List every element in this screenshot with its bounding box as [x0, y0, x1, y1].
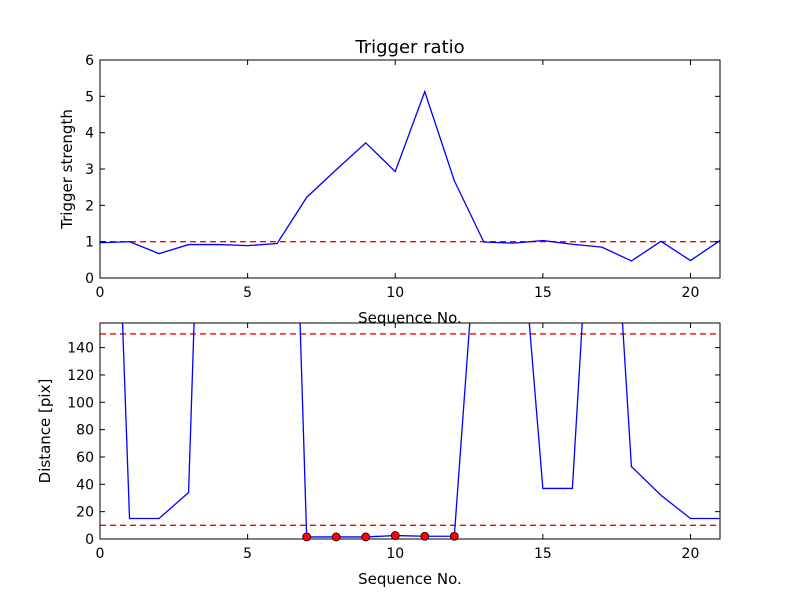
trigger-ratio-y-tick-label-6: 6: [85, 53, 94, 69]
distance-y-tick-label-2: 40: [76, 477, 94, 493]
distance-marker-point-1: [331, 532, 341, 542]
distance-series-line-0: [121, 323, 720, 538]
distance-y-tick-label-4: 80: [76, 423, 94, 439]
distance-x-tick-label-0: 0: [96, 546, 105, 562]
distance-marker-point-5: [449, 531, 459, 541]
distance-marker-point-3: [390, 531, 400, 540]
trigger-ratio-y-tick-label-0: 0: [85, 271, 94, 287]
trigger-ratio-x-tick-label-2: 10: [386, 285, 404, 301]
distance-plot-area: [100, 323, 720, 538]
trigger-ratio-y-tick-label-1: 1: [85, 235, 94, 251]
distance-y-axis-label: Distance [pix]: [36, 379, 54, 484]
trigger-ratio-y-tick-label-2: 2: [85, 198, 94, 214]
trigger-ratio-x-tick-label-4: 20: [682, 285, 700, 301]
trigger-ratio-title: Trigger ratio: [354, 37, 464, 58]
trigger-ratio-x-axis-label: Sequence No.: [358, 309, 462, 327]
distance-axes-frame: [99, 322, 721, 540]
distance-x-tick-label-3: 15: [534, 546, 552, 562]
distance-x-tick-label-1: 5: [243, 546, 252, 562]
trigger-ratio-plot-area: [100, 89, 720, 262]
distance-ticks: 0 5 10 15 20 0 20 40 60 80 100 120 140: [67, 323, 720, 562]
trigger-ratio-series-line-0: [100, 89, 720, 262]
distance-y-tick-label-5: 100: [67, 395, 94, 411]
trigger-ratio-y-axis-label: Trigger strength: [58, 109, 76, 230]
distance-x-axis-label: Sequence No.: [358, 570, 462, 588]
distance-marker-point-0: [302, 532, 312, 542]
trigger-ratio-x-tick-label-3: 15: [534, 285, 552, 301]
trigger-ratio-x-tick-label-0: 0: [96, 285, 105, 301]
trigger-ratio-y-tick-label-5: 5: [85, 89, 94, 105]
distance-marker-point-4: [420, 531, 430, 541]
distance-x-tick-label-2: 10: [386, 546, 404, 562]
trigger-ratio-y-tick-label-3: 3: [85, 162, 94, 178]
distance-marker-point-2: [361, 532, 371, 542]
distance-y-tick-label-1: 20: [76, 505, 94, 521]
trigger-ratio-ticks: 0 5 10 15 20 0 1 2 3 4 5 6: [85, 53, 720, 301]
trigger-ratio-y-tick-label-4: 4: [85, 126, 94, 142]
trigger-ratio-x-tick-label-1: 5: [243, 285, 252, 301]
distance-y-tick-label-0: 0: [85, 532, 94, 548]
distance-y-tick-label-7: 140: [67, 341, 94, 357]
distance-x-tick-label-4: 20: [682, 546, 700, 562]
distance-y-tick-label-6: 120: [67, 368, 94, 384]
distance-y-tick-label-3: 60: [76, 450, 94, 466]
